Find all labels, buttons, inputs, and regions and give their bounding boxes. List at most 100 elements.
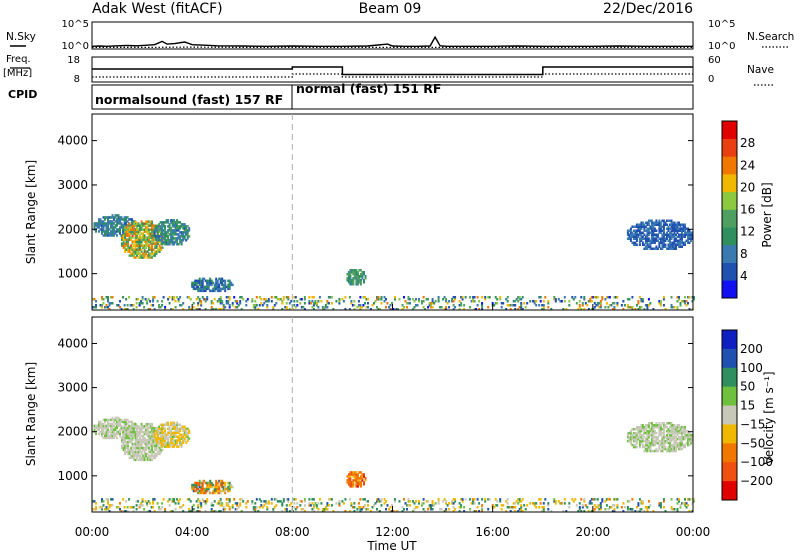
velocity-cell [173,498,176,501]
velocity-cell [590,510,593,513]
velocity-cell [673,449,676,453]
power-cell [177,221,180,224]
velocity-cell [675,449,677,453]
power-cell [662,298,665,301]
velocity-cell [300,500,303,503]
power-cell [451,300,454,303]
velocity-cell [359,471,362,474]
velocity-cell [173,427,176,430]
power-cell [425,298,428,301]
power-cell [93,226,96,229]
velocity-cell [662,428,665,431]
velocity-cell [641,428,644,431]
velocity-cell [127,444,130,448]
power-cell [476,296,479,299]
velocity-cell [350,502,353,505]
power-cell [152,298,155,301]
velocity-cell [363,475,365,478]
power-cell [406,306,408,309]
power-cell [207,283,210,287]
power-cell [139,252,142,255]
freq-left-tick-bottom: 8 [74,74,80,85]
power-cell [171,233,174,236]
velocity-cell [662,441,665,445]
velocity-cell [394,498,396,501]
velocity-cell [177,500,180,503]
velocity-cell [125,434,128,438]
power-cell [117,222,120,225]
velocity-cell [154,440,157,444]
velocity-cell [673,437,676,441]
power-cell [643,237,646,240]
power-cell [194,281,197,285]
velocity-cell [652,428,655,431]
power-cell [352,279,355,282]
velocity-cell [139,436,142,440]
power-cell [153,233,156,236]
power-cell [655,247,658,250]
power-cell [168,233,171,236]
power-cell [231,283,234,287]
velocity-cell [638,433,641,437]
power-cell [475,308,478,311]
power-cell [105,224,108,227]
power-cell [113,228,115,231]
power-cell [628,229,631,232]
power-cell [158,304,161,307]
velocity-cell [136,432,139,436]
power-cell [135,298,138,301]
velocity-cell [637,435,640,439]
velocity-cell [111,498,114,501]
velocity-cell [113,418,115,422]
velocity-cell [99,422,102,426]
velocity-cell [330,504,333,507]
velocity-cell [672,437,674,441]
velocity-cell [224,491,227,495]
velocity-cell [254,506,257,509]
power-cell [182,239,185,242]
velocity-cell [183,427,186,430]
velocity-cell [494,498,497,501]
power-cell [649,231,652,234]
velocity-cell [601,498,604,501]
power-cell [116,222,118,225]
power-cell [659,241,662,244]
power-cell [99,228,102,231]
power-cell [434,300,437,303]
power-cell [230,281,233,285]
velocity-cell [678,447,680,451]
power-cell [512,304,515,307]
power-cell [518,298,521,301]
power-cell [675,223,677,226]
power-cell [643,227,646,230]
velocity-cell [101,508,103,511]
power-cell [324,306,327,309]
power-cell [682,223,685,226]
power-cell [102,302,105,305]
power-cell [672,241,674,244]
power-cell [667,243,670,246]
power-cell [145,246,148,249]
velocity-cell [148,448,151,452]
velocity-cell [151,458,154,462]
power-cell [136,252,139,255]
velocity-cell [210,483,213,487]
velocity-cell [661,441,664,445]
velocity-cell [669,422,671,425]
velocity-cell [326,508,329,511]
power-cell [182,237,185,240]
velocity-cell [113,434,115,438]
power-cell [213,285,216,289]
velocity-cell [658,439,661,443]
velocity-cell [303,510,306,513]
velocity-cell [177,429,180,432]
power-cell [134,252,137,255]
velocity-cell [666,449,668,453]
power-cell [160,246,163,249]
velocity-cell [119,508,121,511]
power-cell [684,231,686,234]
power-cell [638,296,641,299]
power-cell [171,235,174,238]
velocity-cell [230,483,233,487]
velocity-cell [158,506,161,509]
